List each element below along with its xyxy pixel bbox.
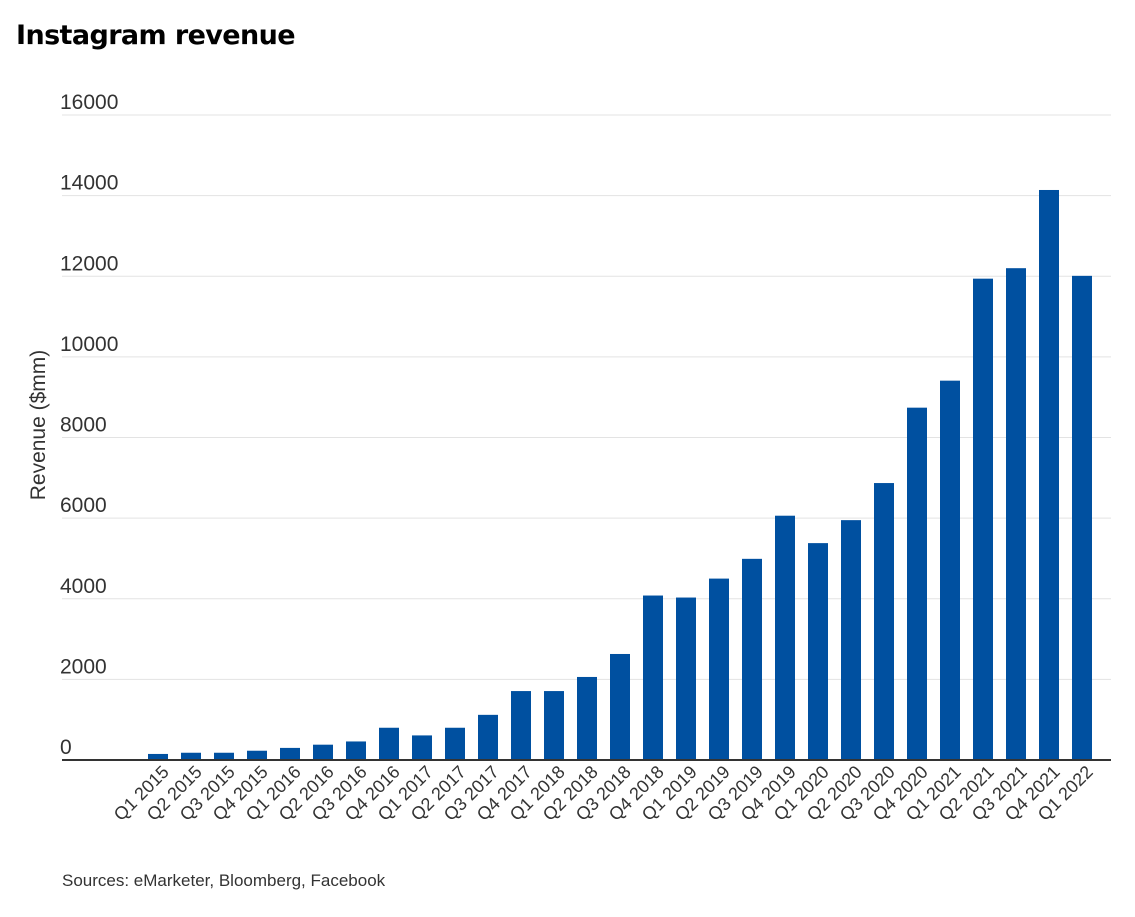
bar [577,676,597,760]
y-axis-ticks: 0 2000 4000 6000 8000 10000 12000 14000 16000 [60,91,118,759]
bar [247,750,267,760]
y-tick-label: 16000 [60,91,118,114]
bar [742,558,762,760]
source-note: Sources: eMarketer, Bloomberg, Facebook [62,871,386,890]
bar [148,753,168,760]
bar [181,752,201,760]
gridlines [62,114,1111,680]
bar [544,691,564,760]
y-tick-label: 10000 [60,333,118,356]
bar [775,515,795,760]
bars [148,189,1092,760]
bar [412,735,432,760]
bar [808,543,828,760]
bar [643,595,663,760]
bar [511,691,531,760]
bar [907,407,927,760]
bar [940,380,960,760]
bar [709,578,729,760]
bar [841,520,861,760]
y-tick-label: 8000 [60,414,107,437]
y-tick-label: 0 [60,736,72,759]
y-tick-label: 12000 [60,252,118,275]
y-tick-label: 4000 [60,575,107,598]
y-tick-label: 2000 [60,655,107,678]
bar [676,597,696,760]
bar [478,714,498,760]
bar [1039,189,1059,760]
bar [280,747,300,760]
bar [214,752,234,760]
bar [610,653,630,760]
y-axis-title: Revenue ($mm) [27,350,50,501]
bar [1072,275,1092,760]
bar [313,744,333,760]
bar [379,727,399,760]
bar [445,727,465,760]
bar [346,741,366,760]
chart-title: Instagram revenue [16,20,296,51]
y-tick-label: 6000 [60,494,107,517]
bar [1006,268,1026,760]
bar [973,278,993,760]
y-tick-label: 14000 [60,172,118,195]
bar [874,483,894,760]
